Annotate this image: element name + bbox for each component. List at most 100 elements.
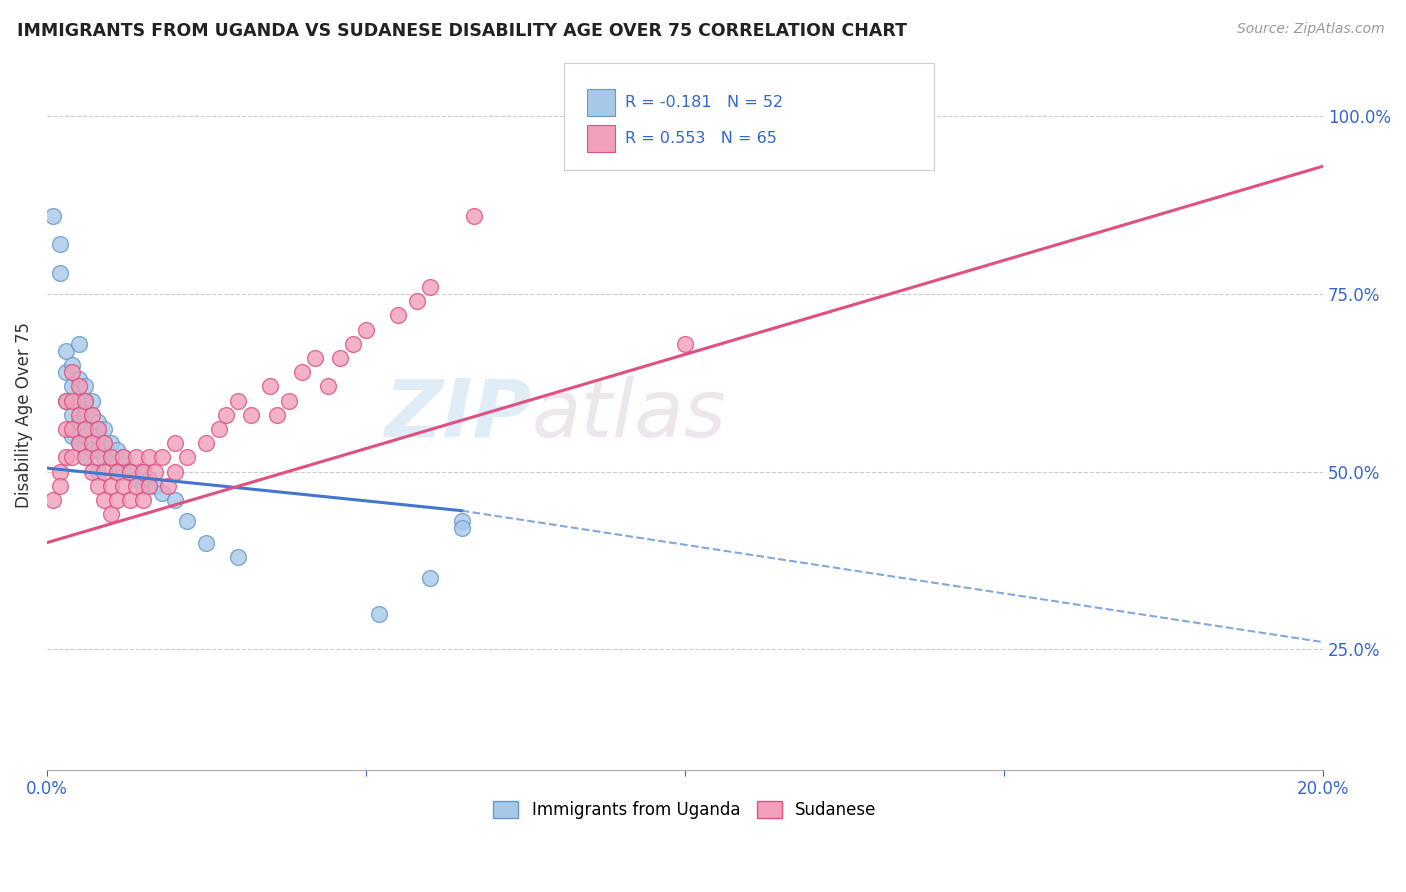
Point xyxy=(48,266,70,280)
Point xyxy=(67,336,90,351)
FancyBboxPatch shape xyxy=(564,63,934,169)
Point xyxy=(55,343,77,358)
Point xyxy=(75,393,97,408)
Point xyxy=(150,486,173,500)
Point xyxy=(105,493,128,508)
Text: R = 0.553   N = 65: R = 0.553 N = 65 xyxy=(626,131,778,146)
Text: R = -0.181   N = 52: R = -0.181 N = 52 xyxy=(626,95,783,111)
Point xyxy=(208,422,231,436)
Point xyxy=(80,465,103,479)
Point xyxy=(80,436,103,450)
Point xyxy=(93,422,115,436)
Text: Source: ZipAtlas.com: Source: ZipAtlas.com xyxy=(1237,22,1385,37)
Point xyxy=(80,408,103,422)
Point xyxy=(112,450,135,465)
Point xyxy=(367,607,389,621)
Point xyxy=(240,408,263,422)
Point xyxy=(67,393,90,408)
Point xyxy=(75,408,97,422)
Point xyxy=(673,336,696,351)
Point xyxy=(67,415,90,429)
Point xyxy=(105,465,128,479)
Point xyxy=(67,379,90,393)
Point xyxy=(157,479,180,493)
Point xyxy=(387,309,409,323)
Point xyxy=(112,465,135,479)
Point xyxy=(354,322,377,336)
Point xyxy=(87,422,110,436)
Point xyxy=(93,436,115,450)
Point xyxy=(131,479,153,493)
Point xyxy=(463,209,485,223)
Point xyxy=(163,436,186,450)
Point xyxy=(55,393,77,408)
Point xyxy=(419,571,441,585)
Point xyxy=(100,450,122,465)
Point xyxy=(42,209,65,223)
Point xyxy=(67,436,90,450)
Point xyxy=(55,365,77,379)
Point xyxy=(87,429,110,443)
Point xyxy=(131,493,153,508)
Point xyxy=(228,549,250,564)
Point xyxy=(228,393,250,408)
Point xyxy=(75,429,97,443)
Point xyxy=(48,465,70,479)
Point xyxy=(145,479,167,493)
Point xyxy=(105,465,128,479)
Point xyxy=(278,393,301,408)
Legend: Immigrants from Uganda, Sudanese: Immigrants from Uganda, Sudanese xyxy=(486,794,883,826)
Point xyxy=(80,422,103,436)
Point xyxy=(125,472,148,486)
Point xyxy=(67,436,90,450)
Point xyxy=(93,450,115,465)
Point xyxy=(87,415,110,429)
Point xyxy=(62,422,84,436)
Point xyxy=(100,479,122,493)
Point xyxy=(75,450,97,465)
Point xyxy=(112,450,135,465)
Point xyxy=(100,450,122,465)
Y-axis label: Disability Age Over 75: Disability Age Over 75 xyxy=(15,322,32,508)
Point xyxy=(145,465,167,479)
Point xyxy=(419,280,441,294)
Bar xyxy=(586,89,614,117)
Point xyxy=(62,379,84,393)
Point xyxy=(195,535,218,549)
Point xyxy=(112,479,135,493)
Point xyxy=(163,465,186,479)
Point xyxy=(304,351,326,365)
Point xyxy=(138,472,160,486)
Point xyxy=(118,493,141,508)
Point xyxy=(75,379,97,393)
Point xyxy=(93,465,115,479)
Point xyxy=(118,465,141,479)
Point xyxy=(100,508,122,522)
Text: atlas: atlas xyxy=(531,376,727,454)
Point xyxy=(42,493,65,508)
Point xyxy=(105,443,128,458)
Point xyxy=(62,365,84,379)
Point xyxy=(406,294,429,309)
Point xyxy=(62,358,84,372)
Point xyxy=(87,465,110,479)
Point xyxy=(131,465,153,479)
Point xyxy=(125,450,148,465)
Point xyxy=(125,479,148,493)
Point xyxy=(118,465,141,479)
Point xyxy=(55,393,77,408)
Point xyxy=(131,465,153,479)
Point xyxy=(450,514,472,528)
Point xyxy=(150,450,173,465)
Point xyxy=(163,493,186,508)
Text: ZIP: ZIP xyxy=(384,376,531,454)
Text: IMMIGRANTS FROM UGANDA VS SUDANESE DISABILITY AGE OVER 75 CORRELATION CHART: IMMIGRANTS FROM UGANDA VS SUDANESE DISAB… xyxy=(17,22,907,40)
Point xyxy=(138,479,160,493)
Point xyxy=(62,450,84,465)
Point xyxy=(93,436,115,450)
Bar xyxy=(586,125,614,152)
Point xyxy=(62,408,84,422)
Point xyxy=(62,429,84,443)
Point xyxy=(80,393,103,408)
Point xyxy=(75,393,97,408)
